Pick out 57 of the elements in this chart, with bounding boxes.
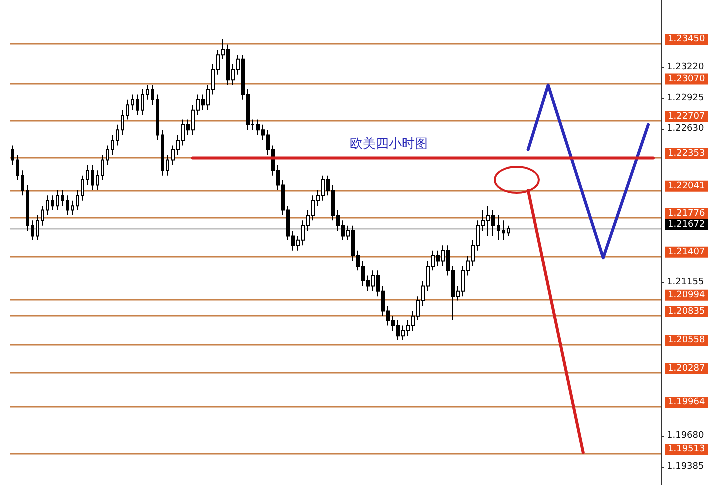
- candlestick: [26, 184, 29, 232]
- line-series: [526, 84, 650, 260]
- y-tick-label: 1.21155: [667, 278, 704, 288]
- candlestick: [131, 94, 134, 111]
- candlestick: [71, 200, 74, 216]
- candlestick: [111, 134, 114, 156]
- candlestick: [51, 195, 54, 211]
- text: 欧美四小时图: [350, 136, 428, 152]
- candlestick: [41, 206, 44, 226]
- candlestick: [497, 214, 500, 241]
- ref-line-label: 1.20558: [668, 336, 706, 346]
- candlestick: [136, 94, 139, 116]
- candlestick: [121, 110, 124, 136]
- candlestick: [61, 190, 64, 207]
- y-tick-label: 1.22925: [667, 93, 704, 104]
- candlestick: [11, 145, 14, 166]
- candlestick: [101, 154, 104, 181]
- candlestick: [141, 89, 144, 116]
- ref-line-label: 1.19964: [668, 398, 706, 408]
- candlestick: [36, 214, 39, 241]
- y-tick-label: 1.23220: [667, 62, 704, 73]
- candlestick: [31, 220, 34, 241]
- y-tick-label: 1.19680: [667, 431, 704, 442]
- candlestick: [151, 84, 154, 106]
- ref-line-label: 1.21407: [668, 247, 706, 258]
- y-tick-label: 1.19385: [667, 462, 704, 472]
- candlestick: [81, 175, 84, 202]
- ref-line-label: 1.21776: [668, 208, 706, 219]
- candlestick: [56, 190, 59, 211]
- ref-line-label: 1.20994: [668, 290, 706, 300]
- candlestick: [146, 84, 149, 100]
- y-tick-label: 1.22630: [667, 124, 704, 134]
- candlestick: [21, 170, 24, 196]
- ref-line-label: 1.20835: [668, 306, 706, 317]
- candlestick: [161, 130, 164, 176]
- ref-line-label: 1.22707: [668, 112, 706, 122]
- candlestick: [96, 170, 99, 191]
- candlestick: [166, 154, 169, 176]
- candlestick: [507, 225, 510, 237]
- candlestick: [86, 164, 89, 186]
- candlestick: [16, 154, 19, 181]
- ref-line-label: 1.22353: [668, 148, 706, 159]
- candlestick: [106, 145, 109, 166]
- candlestick: [126, 99, 129, 120]
- ref-line-label: 1.20287: [668, 364, 706, 374]
- ref-line-label: 1.23450: [668, 34, 706, 45]
- ref-line-label: 1.22041: [668, 181, 706, 192]
- candlestick: [156, 94, 159, 142]
- candlestick: [46, 195, 49, 216]
- candlestick: [91, 164, 94, 191]
- candlestick: [502, 220, 505, 241]
- candlestick: [66, 195, 69, 216]
- ref-line-label: 1.19513: [668, 444, 706, 454]
- candlestick: [116, 124, 119, 146]
- ref-line-label: 1.23070: [668, 74, 706, 84]
- candlestick: [76, 190, 79, 211]
- ref-line-label: 1.21672: [668, 220, 706, 230]
